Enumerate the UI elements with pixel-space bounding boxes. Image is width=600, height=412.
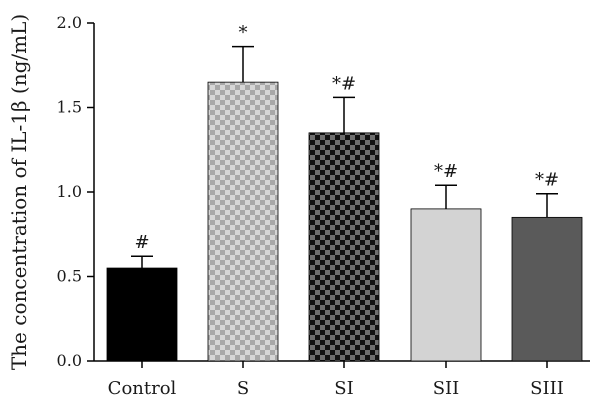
y-tick-label: 0.0 bbox=[57, 351, 82, 370]
y-tick-label: 1.5 bbox=[57, 98, 82, 117]
significance-label: *# bbox=[434, 161, 458, 182]
significance-label: *# bbox=[535, 170, 559, 191]
y-axis-title-group: The concentration of IL-1β (ng/mL) bbox=[7, 14, 31, 370]
x-tick-label: SII bbox=[433, 378, 460, 399]
y-axis-title: The concentration of IL-1β (ng/mL) bbox=[7, 14, 31, 370]
x-axis: Control S SI SII SIII bbox=[94, 360, 590, 399]
bar-siii bbox=[511, 216, 583, 362]
bar-si bbox=[308, 132, 380, 362]
x-tick-label: S bbox=[237, 378, 249, 399]
y-axis: 0.0 0.5 1.0 1.5 2.0 bbox=[57, 13, 95, 370]
bars: # * *# *# *# bbox=[106, 23, 583, 362]
bar-s bbox=[207, 81, 279, 362]
bar-sii bbox=[410, 208, 482, 362]
significance-label: * bbox=[239, 23, 248, 44]
y-tick-label: 2.0 bbox=[57, 13, 82, 32]
x-tick-label: SIII bbox=[530, 378, 564, 399]
x-tick-label: SI bbox=[334, 378, 353, 399]
bar-control bbox=[106, 267, 178, 362]
y-tick-label: 1.0 bbox=[57, 182, 82, 201]
y-tick-label: 0.5 bbox=[57, 267, 82, 286]
significance-label: *# bbox=[332, 73, 356, 94]
significance-label: # bbox=[134, 232, 149, 253]
x-tick-label: Control bbox=[108, 378, 177, 399]
